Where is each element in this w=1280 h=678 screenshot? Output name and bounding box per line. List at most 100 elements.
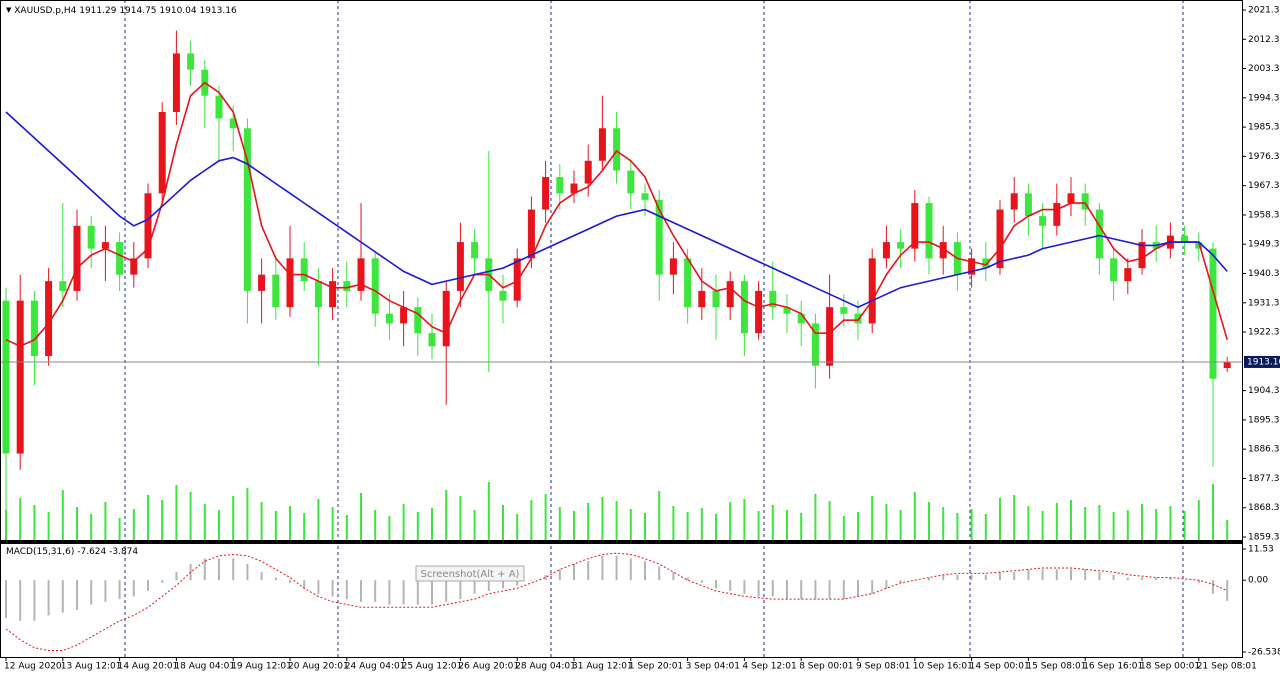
volume-bar xyxy=(118,518,121,540)
volume-bar xyxy=(601,497,604,540)
macd-signal-line xyxy=(5,552,1228,651)
period-separators xyxy=(124,0,1184,657)
candle-body xyxy=(1039,216,1047,226)
volume-bar xyxy=(1098,505,1101,540)
menu-arrow[interactable]: ▼ xyxy=(6,6,12,14)
candle-body xyxy=(513,258,521,301)
candle-body xyxy=(130,258,138,275)
candle-body xyxy=(286,258,294,308)
macd-bar xyxy=(800,580,803,600)
candle-body xyxy=(655,199,663,275)
macd-bar xyxy=(76,580,78,610)
macd-bar xyxy=(260,572,263,581)
macd-bar xyxy=(842,580,845,600)
candle-body xyxy=(45,281,53,356)
volume-bar xyxy=(842,516,845,540)
volume-bar xyxy=(289,506,291,540)
candle-body xyxy=(172,53,180,112)
macd-bar xyxy=(402,580,405,605)
candle-body xyxy=(400,307,408,324)
volume-bar xyxy=(743,499,746,540)
x-tick-label: 1 Sep 20:01 xyxy=(629,662,683,672)
macd-bar xyxy=(317,580,320,594)
candle-body xyxy=(769,290,777,308)
candle-body xyxy=(1223,361,1231,369)
macd-bar xyxy=(615,555,618,581)
y-tick-label: 1994.35 xyxy=(1248,93,1280,103)
volume-bar xyxy=(1197,500,1200,540)
volume-bar xyxy=(218,510,220,540)
macd-bar xyxy=(431,580,433,605)
current-price-label: 1913.16 xyxy=(1247,357,1280,367)
macd-bar xyxy=(1027,569,1030,581)
volume-bar xyxy=(388,516,391,540)
candle-body xyxy=(826,307,834,366)
macd-bar xyxy=(700,580,703,583)
candle-body xyxy=(627,170,635,194)
macd-bar xyxy=(970,574,973,581)
candle-body xyxy=(996,209,1004,269)
candle-body xyxy=(740,281,748,334)
signal-value: -3.874 xyxy=(109,547,138,557)
candle-body xyxy=(385,313,393,324)
macd-bar xyxy=(1155,577,1158,581)
candle-body xyxy=(471,242,479,259)
y-tick-label: 2012.35 xyxy=(1248,35,1280,45)
macd-bar xyxy=(118,580,121,600)
candle-body xyxy=(428,333,436,347)
candle-body xyxy=(414,307,422,334)
macd-bar xyxy=(544,574,547,581)
macd-bar xyxy=(33,580,36,621)
volume-bar xyxy=(459,496,462,540)
header-low: 1910.04 xyxy=(159,6,196,16)
volume-bar xyxy=(672,506,675,540)
candle-body xyxy=(1010,193,1018,210)
volume-bar xyxy=(161,500,164,540)
y-tick-label: 1985.35 xyxy=(1248,123,1280,133)
x-tick-label: 13 Aug 12:01 xyxy=(61,662,122,672)
candle-body xyxy=(598,128,606,161)
y-tick-label: 1922.35 xyxy=(1248,328,1280,338)
macd-bar xyxy=(1041,569,1044,581)
candle-body xyxy=(925,203,933,259)
candle-body xyxy=(1095,209,1103,259)
volume-bar xyxy=(573,511,575,540)
x-tick-label: 31 Aug 12:01 xyxy=(572,662,633,672)
candle-body xyxy=(968,258,976,275)
macd-bar xyxy=(1126,577,1129,581)
macd-bar xyxy=(743,580,746,594)
header-open: 1911.29 xyxy=(79,6,116,16)
macd-bar xyxy=(573,563,575,581)
volume-bar xyxy=(303,513,306,540)
volume-bar xyxy=(189,492,192,540)
macd-bar xyxy=(147,580,149,592)
x-tick-label: 24 Aug 04:01 xyxy=(345,662,406,672)
macd-bar xyxy=(90,580,93,605)
macd-y-tick-label: 0.00 xyxy=(1248,576,1268,586)
volume-bar xyxy=(374,510,377,540)
macd-bar xyxy=(61,580,64,613)
candle-body xyxy=(726,281,734,308)
x-tick-label: 26 Aug 20:01 xyxy=(458,662,519,672)
volume-bar xyxy=(587,503,590,540)
candle-body xyxy=(272,274,280,308)
candle-body xyxy=(30,300,38,356)
indicator-header: MACD(15,31,6) -7.624 -3.874 xyxy=(6,547,138,557)
volume-bar xyxy=(402,504,405,540)
volume-bar xyxy=(1155,509,1158,540)
volume-bar xyxy=(246,488,249,540)
volume-bar xyxy=(715,514,717,540)
candle-body xyxy=(1024,193,1032,217)
candle-body xyxy=(2,300,10,454)
macd-bar xyxy=(1183,580,1186,581)
candle-body xyxy=(1067,193,1075,204)
x-tick-label: 18 Sep 00:01 xyxy=(1140,662,1200,672)
candle-body xyxy=(641,193,649,200)
volume-bar xyxy=(871,496,874,540)
volume-bar xyxy=(658,491,661,540)
macd-bar xyxy=(1112,574,1115,581)
macd-bar xyxy=(1169,577,1172,581)
x-tick-label: 3 Sep 04:01 xyxy=(686,662,740,672)
tooltip-text: Screenshot(Alt + A) xyxy=(421,569,520,580)
